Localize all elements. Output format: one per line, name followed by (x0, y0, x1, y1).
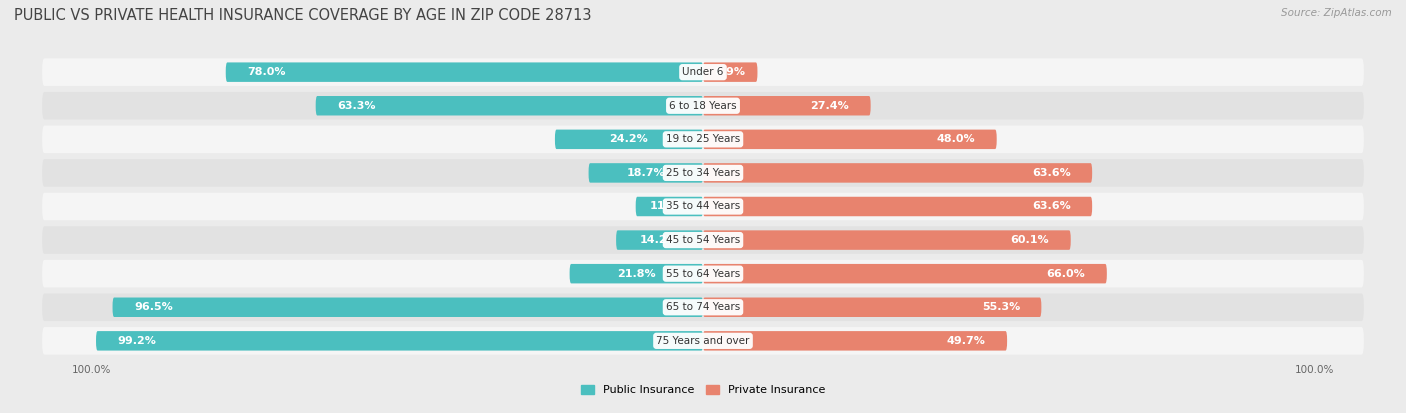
Text: 99.2%: 99.2% (118, 336, 156, 346)
FancyBboxPatch shape (42, 327, 1364, 355)
FancyBboxPatch shape (703, 197, 1092, 216)
Text: 55.3%: 55.3% (981, 302, 1019, 312)
FancyBboxPatch shape (616, 230, 703, 250)
FancyBboxPatch shape (703, 331, 1007, 351)
FancyBboxPatch shape (703, 62, 758, 82)
FancyBboxPatch shape (703, 230, 1071, 250)
FancyBboxPatch shape (112, 297, 703, 317)
Text: Under 6: Under 6 (682, 67, 724, 77)
Text: 27.4%: 27.4% (810, 101, 849, 111)
Text: 24.2%: 24.2% (610, 134, 648, 144)
Text: 8.9%: 8.9% (714, 67, 745, 77)
Text: 78.0%: 78.0% (247, 67, 285, 77)
FancyBboxPatch shape (42, 159, 1364, 187)
FancyBboxPatch shape (42, 126, 1364, 153)
FancyBboxPatch shape (703, 130, 997, 149)
Text: 75 Years and over: 75 Years and over (657, 336, 749, 346)
Text: 60.1%: 60.1% (1011, 235, 1049, 245)
FancyBboxPatch shape (636, 197, 703, 216)
FancyBboxPatch shape (703, 96, 870, 116)
Text: 96.5%: 96.5% (134, 302, 173, 312)
Text: 18.7%: 18.7% (627, 168, 665, 178)
Text: 48.0%: 48.0% (936, 134, 976, 144)
FancyBboxPatch shape (569, 264, 703, 283)
Text: 63.6%: 63.6% (1032, 168, 1071, 178)
Text: 35 to 44 Years: 35 to 44 Years (666, 202, 740, 211)
FancyBboxPatch shape (703, 163, 1092, 183)
Text: 55 to 64 Years: 55 to 64 Years (666, 269, 740, 279)
FancyBboxPatch shape (42, 260, 1364, 287)
Text: 19 to 25 Years: 19 to 25 Years (666, 134, 740, 144)
FancyBboxPatch shape (226, 62, 703, 82)
Text: 21.8%: 21.8% (617, 269, 655, 279)
FancyBboxPatch shape (589, 163, 703, 183)
Text: 63.3%: 63.3% (337, 101, 375, 111)
Text: 25 to 34 Years: 25 to 34 Years (666, 168, 740, 178)
Text: 45 to 54 Years: 45 to 54 Years (666, 235, 740, 245)
FancyBboxPatch shape (96, 331, 703, 351)
Text: 65 to 74 Years: 65 to 74 Years (666, 302, 740, 312)
FancyBboxPatch shape (555, 130, 703, 149)
FancyBboxPatch shape (42, 58, 1364, 86)
FancyBboxPatch shape (42, 193, 1364, 220)
Text: 49.7%: 49.7% (946, 336, 986, 346)
FancyBboxPatch shape (703, 297, 1042, 317)
FancyBboxPatch shape (316, 96, 703, 116)
FancyBboxPatch shape (42, 294, 1364, 321)
Text: 14.2%: 14.2% (640, 235, 679, 245)
Text: 6 to 18 Years: 6 to 18 Years (669, 101, 737, 111)
Text: 11.0%: 11.0% (650, 202, 689, 211)
Text: 66.0%: 66.0% (1046, 269, 1085, 279)
Text: PUBLIC VS PRIVATE HEALTH INSURANCE COVERAGE BY AGE IN ZIP CODE 28713: PUBLIC VS PRIVATE HEALTH INSURANCE COVER… (14, 8, 592, 23)
FancyBboxPatch shape (42, 92, 1364, 119)
FancyBboxPatch shape (42, 226, 1364, 254)
Legend: Public Insurance, Private Insurance: Public Insurance, Private Insurance (576, 380, 830, 400)
Text: Source: ZipAtlas.com: Source: ZipAtlas.com (1281, 8, 1392, 18)
Text: 63.6%: 63.6% (1032, 202, 1071, 211)
FancyBboxPatch shape (703, 264, 1107, 283)
